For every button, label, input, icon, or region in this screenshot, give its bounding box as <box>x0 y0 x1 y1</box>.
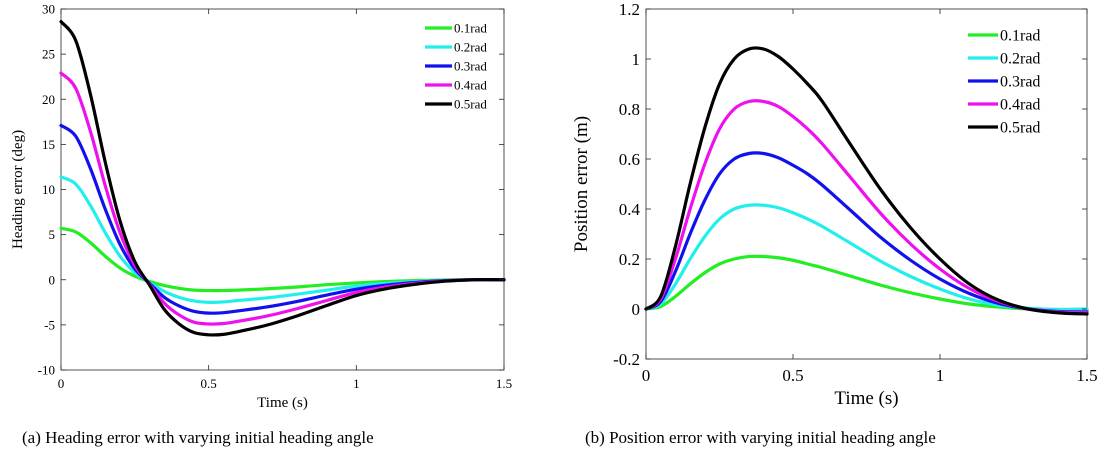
position-error-legend-label-0.2rad: 0.2rad <box>1000 51 1040 68</box>
heading-error-legend-label-0.1rad: 0.1rad <box>454 21 487 36</box>
heading-error-y-tick-label: 25 <box>42 47 55 62</box>
position-error-series-line-0.3rad <box>644 151 1089 314</box>
heading-error-x-tick-label: 1 <box>353 376 360 391</box>
position-error-y-tick-label: 1 <box>632 50 641 69</box>
heading-error-chart-panel: 0 0.5 1 1.5 -10 -5 0 5 10 15 20 25 30 Time (s) Heading… <box>10 2 512 447</box>
heading-error-legend: 0.1rad 0.2rad 0.3rad 0.4rad 0.5rad <box>425 21 487 112</box>
heading-error-y-axis-label: Heading error (deg) <box>10 130 26 249</box>
position-error-legend-label-0.1rad: 0.1rad <box>1000 28 1040 45</box>
heading-error-legend-label-0.5rad: 0.5rad <box>454 97 487 112</box>
heading-error-y-tick-label: 5 <box>49 227 56 242</box>
heading-error-y-tick-label: -5 <box>44 317 55 332</box>
heading-error-x-tick-label: 0 <box>58 376 65 391</box>
position-error-series-line-0.5rad <box>644 46 1089 316</box>
position-error-y-tick-label: 0 <box>632 300 641 319</box>
position-error-series-line-0.2rad <box>644 203 1089 312</box>
position-error-x-tick-label: 0 <box>642 366 651 385</box>
heading-error-legend-label-0.4rad: 0.4rad <box>454 78 487 93</box>
position-error-y-tick-label: -0.2 <box>613 350 640 369</box>
position-error-legend-label-0.5rad: 0.5rad <box>1000 120 1040 137</box>
position-error-x-tick-label: 0.5 <box>782 366 803 385</box>
position-error-chart-panel: 0 0.5 1 1.5 -0.2 0 0.2 0.4 0.6 0.8 1 1.2 Time (s) Pos… <box>557 0 1114 462</box>
position-error-x-tick-label: 1.5 <box>1076 366 1097 385</box>
heading-error-x-axis-label: Time (s) <box>257 395 308 411</box>
heading-error-series-line-0.3rad <box>59 123 506 315</box>
position-error-y-tick-label: 0.4 <box>619 200 641 219</box>
heading-error-x-tick-label: 0.5 <box>201 376 217 391</box>
position-error-axes-box <box>645 8 1088 360</box>
position-error-series-line-0.1rad <box>644 254 1089 312</box>
heading-error-series-line-0.5rad <box>59 20 506 337</box>
heading-error-chart: 0 0.5 1 1.5 -10 -5 0 5 10 15 20 25 30 Time (s) Heading… <box>10 2 512 411</box>
heading-error-y-tick-label: 0 <box>49 272 56 287</box>
position-error-y-axis-label: Position error (m) <box>571 116 592 252</box>
position-error-y-tick-label: 0.2 <box>619 250 640 269</box>
heading-error-legend-label-0.2rad: 0.2rad <box>454 40 487 55</box>
heading-error-axes-box <box>60 8 505 371</box>
position-error-series-line-0.4rad <box>644 99 1089 315</box>
position-error-legend: 0.1rad 0.2rad 0.3rad 0.4rad 0.5rad <box>968 28 1040 137</box>
heading-error-y-tick-label: 20 <box>42 92 55 107</box>
position-error-caption: (b) Position error with varying initial … <box>585 428 936 447</box>
heading-error-y-tick-label: 15 <box>42 137 55 152</box>
heading-error-caption: (a) Heading error with varying initial h… <box>22 428 374 447</box>
position-error-x-tick-label: 1 <box>936 366 945 385</box>
position-error-y-tick-label: 0.8 <box>619 100 640 119</box>
position-error-y-tick-label: 1.2 <box>619 0 640 19</box>
position-error-legend-label-0.4rad: 0.4rad <box>1000 97 1040 114</box>
position-error-legend-label-0.3rad: 0.3rad <box>1000 74 1040 91</box>
heading-error-legend-label-0.3rad: 0.3rad <box>454 59 487 74</box>
position-error-y-tick-label: 0.6 <box>619 150 640 169</box>
heading-error-series-lines <box>59 20 506 337</box>
heading-error-y-tick-label: -10 <box>38 363 55 378</box>
position-error-x-axis-label: Time (s) <box>834 388 898 409</box>
heading-error-y-tick-label: 10 <box>42 182 55 197</box>
heading-error-x-tick-label: 1.5 <box>496 376 512 391</box>
heading-error-y-tick-label: 30 <box>42 2 55 17</box>
position-error-series-lines <box>644 46 1089 316</box>
